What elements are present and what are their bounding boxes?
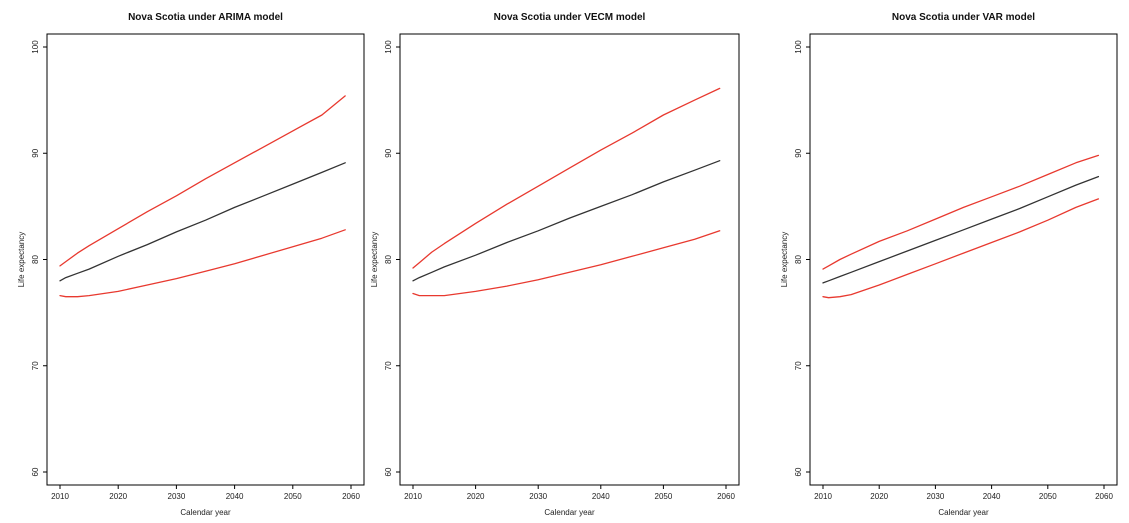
y-tick-label: 60 [794,467,803,476]
y-tick-label: 90 [384,148,393,157]
y-tick-label: 100 [384,40,393,54]
y-tick-label: 60 [384,467,393,476]
y-tick-label: 70 [794,361,803,370]
x-tick-label: 2010 [404,492,422,501]
y-tick-label: 90 [31,148,40,157]
x-tick-label: 2060 [1095,492,1113,501]
plot-frame [46,33,365,486]
x-tick-label: 2040 [226,492,244,501]
x-tick-label: 2020 [109,492,127,501]
series-line-upper [59,95,346,267]
y-tick-label: 70 [31,361,40,370]
series-line-lower [412,230,721,297]
y-tick-label: 60 [31,467,40,476]
y-axis-label: Life expectancy [780,232,789,288]
x-tick-label: 2020 [467,492,485,501]
x-axis-label: Calendar year [544,508,595,517]
x-axis-label: Calendar year [938,508,989,517]
x-tick-label: 2010 [814,492,832,501]
x-tick-label: 2030 [927,492,945,501]
x-tick-label: 2030 [168,492,186,501]
series-line-central [412,160,721,282]
chart-title: Nova Scotia under VAR model [892,12,1035,23]
chart-panel-2: Nova Scotia under VECM model 2010 2020 2030… [370,12,740,517]
x-tick-label: 2040 [592,492,610,501]
x-tick-label: 2030 [529,492,547,501]
y-tick-label: 100 [794,40,803,54]
chart-title: Nova Scotia under ARIMA model [128,12,283,23]
x-tick-label: 2050 [1039,492,1057,501]
series-line-central [59,162,346,282]
plot-frame [399,33,740,486]
x-tick-label: 2050 [655,492,673,501]
series-line-upper [822,154,1100,270]
x-tick-label: 2060 [717,492,735,501]
x-tick-label: 2040 [983,492,1001,501]
series-line-lower [59,229,346,298]
x-axis-label: Calendar year [180,508,231,517]
y-tick-label: 90 [794,148,803,157]
y-axis-label: Life expectancy [370,232,379,288]
y-tick-label: 80 [794,255,803,264]
series-line-upper [412,87,721,269]
y-tick-label: 70 [384,361,393,370]
x-tick-label: 2050 [284,492,302,501]
chart-panel-3: Nova Scotia under VAR model 2010 2020 2030 2… [780,12,1118,517]
chart-panel-1: Nova Scotia under ARIMA model 2010 2020 203… [17,12,365,517]
y-axis-label: Life expectancy [17,232,26,288]
x-tick-label: 2020 [870,492,888,501]
series-line-lower [822,198,1100,299]
y-tick-label: 100 [31,40,40,54]
plot-frame [809,33,1118,486]
chart-title: Nova Scotia under VECM model [494,12,646,23]
y-tick-label: 80 [384,255,393,264]
x-tick-label: 2010 [51,492,69,501]
y-tick-label: 80 [31,255,40,264]
series-line-central [822,175,1100,284]
x-tick-label: 2060 [342,492,360,501]
